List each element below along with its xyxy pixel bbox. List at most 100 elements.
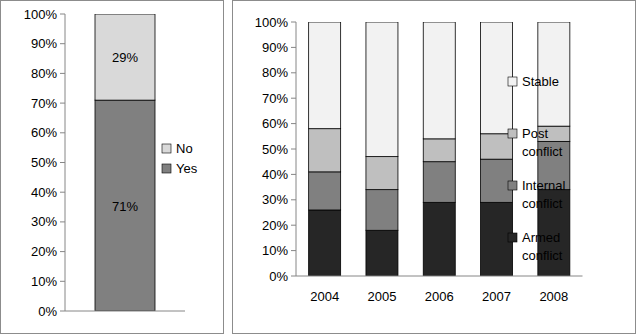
tick-mark — [60, 221, 65, 222]
bar-segment — [366, 157, 398, 190]
legend-swatch — [508, 129, 517, 138]
tick-label: 0% — [38, 304, 57, 319]
tick-mark — [60, 103, 65, 104]
tick-mark — [291, 250, 296, 251]
tick-label: 90% — [262, 40, 288, 55]
bar-segment — [309, 22, 341, 129]
legend-swatch — [508, 77, 517, 86]
bars — [95, 14, 155, 311]
tick-mark — [60, 311, 65, 312]
bar-segment — [423, 22, 455, 139]
legend-label: Internal conflict — [522, 178, 565, 211]
tick-mark — [291, 22, 296, 23]
bar-segment — [366, 22, 398, 157]
tick-label: 0% — [269, 269, 288, 284]
legend-line: conflict — [522, 196, 563, 211]
tick-label: 90% — [31, 36, 57, 51]
tick-label: 50% — [262, 142, 288, 157]
tick-mark — [60, 132, 65, 133]
panel-frame — [233, 1, 636, 334]
x-axis — [65, 311, 185, 312]
legend-line: Armed — [522, 230, 560, 245]
bar-segment — [423, 202, 455, 276]
tick-label: 70% — [31, 96, 57, 111]
category-label: 2007 — [482, 289, 511, 304]
legend: No Yes — [162, 141, 198, 176]
data-label: 71% — [112, 199, 138, 214]
category-label: 2004 — [310, 289, 339, 304]
legend-line: Yes — [176, 161, 198, 176]
tick-label: 40% — [262, 167, 288, 182]
data-labels: 71% 29% — [112, 50, 138, 214]
tick-label: 80% — [31, 66, 57, 81]
tick-mark — [291, 174, 296, 175]
legend-line: Internal — [522, 178, 565, 193]
bar-segment — [366, 230, 398, 276]
tick-mark — [291, 149, 296, 150]
chart-1: 0% 10% 20% 30% 40% 50% 60% 70% 80% 90% 100% 2004 200… — [233, 1, 636, 334]
tick-label: 50% — [31, 155, 57, 170]
tick-mark — [291, 123, 296, 124]
legend-swatch — [508, 181, 517, 190]
bar-segment — [423, 139, 455, 162]
bar-segment — [366, 190, 398, 231]
tick-label: 20% — [262, 218, 288, 233]
bars — [309, 22, 570, 276]
tick-label: 20% — [31, 244, 57, 259]
tick-mark — [291, 47, 296, 48]
legend: Stable Post conflict Internal conflict Armed c… — [508, 74, 565, 263]
tick-label: 30% — [262, 192, 288, 207]
tick-mark — [60, 43, 65, 44]
category-label: 2006 — [425, 289, 454, 304]
tick-label: 60% — [262, 116, 288, 131]
legend-line: conflict — [522, 248, 563, 263]
tick-label: 30% — [31, 214, 57, 229]
legend-line: conflict — [522, 144, 563, 159]
tick-label: 100% — [24, 7, 58, 22]
chart-0: 0% 10% 20% 30% 40% 50% 60% 70% 80% 90% 100% 71% 29% N… — [1, 1, 224, 334]
x-axis — [296, 276, 583, 277]
category-label: 2005 — [367, 289, 396, 304]
canvas: 0% 10% 20% 30% 40% 50% 60% 70% 80% 90% 100% 71% 29% N… — [0, 0, 637, 335]
legend-line: No — [176, 141, 193, 156]
legend-line: Post — [522, 126, 548, 141]
tick-mark — [291, 72, 296, 73]
legend-line: Stable — [522, 74, 559, 89]
legend-swatch — [162, 164, 171, 173]
tick-mark — [291, 276, 296, 277]
tick-label: 10% — [262, 243, 288, 258]
tick-label: 70% — [262, 91, 288, 106]
tick-mark — [291, 98, 296, 99]
legend-label: Post conflict — [522, 126, 563, 159]
tick-label: 60% — [31, 125, 57, 140]
bar-segment — [95, 100, 155, 311]
y-axis — [65, 14, 66, 311]
y-axis — [296, 22, 297, 276]
legend-label: Yes — [176, 161, 198, 176]
legend-label: Stable — [522, 74, 559, 89]
tick-mark — [60, 281, 65, 282]
tick-label: 40% — [31, 185, 57, 200]
bar-segment — [95, 14, 155, 100]
panel-frame — [1, 1, 224, 334]
tick-mark — [60, 73, 65, 74]
tick-mark — [291, 199, 296, 200]
tick-label: 10% — [31, 274, 57, 289]
tick-label: 80% — [262, 65, 288, 80]
bar-segment — [309, 129, 341, 172]
tick-mark — [60, 162, 65, 163]
bar-segment — [309, 172, 341, 210]
tick-mark — [60, 14, 65, 15]
category-label: 2008 — [539, 289, 568, 304]
bar-segment — [423, 162, 455, 203]
data-label: 29% — [112, 50, 138, 65]
legend-swatch — [162, 144, 171, 153]
tick-mark — [60, 192, 65, 193]
tick-mark — [291, 225, 296, 226]
legend-label: Armed conflict — [522, 230, 563, 263]
legend-label: No — [176, 141, 193, 156]
legend-swatch — [508, 233, 517, 242]
tick-label: 100% — [255, 15, 289, 30]
tick-mark — [60, 251, 65, 252]
bar-segment — [309, 210, 341, 276]
